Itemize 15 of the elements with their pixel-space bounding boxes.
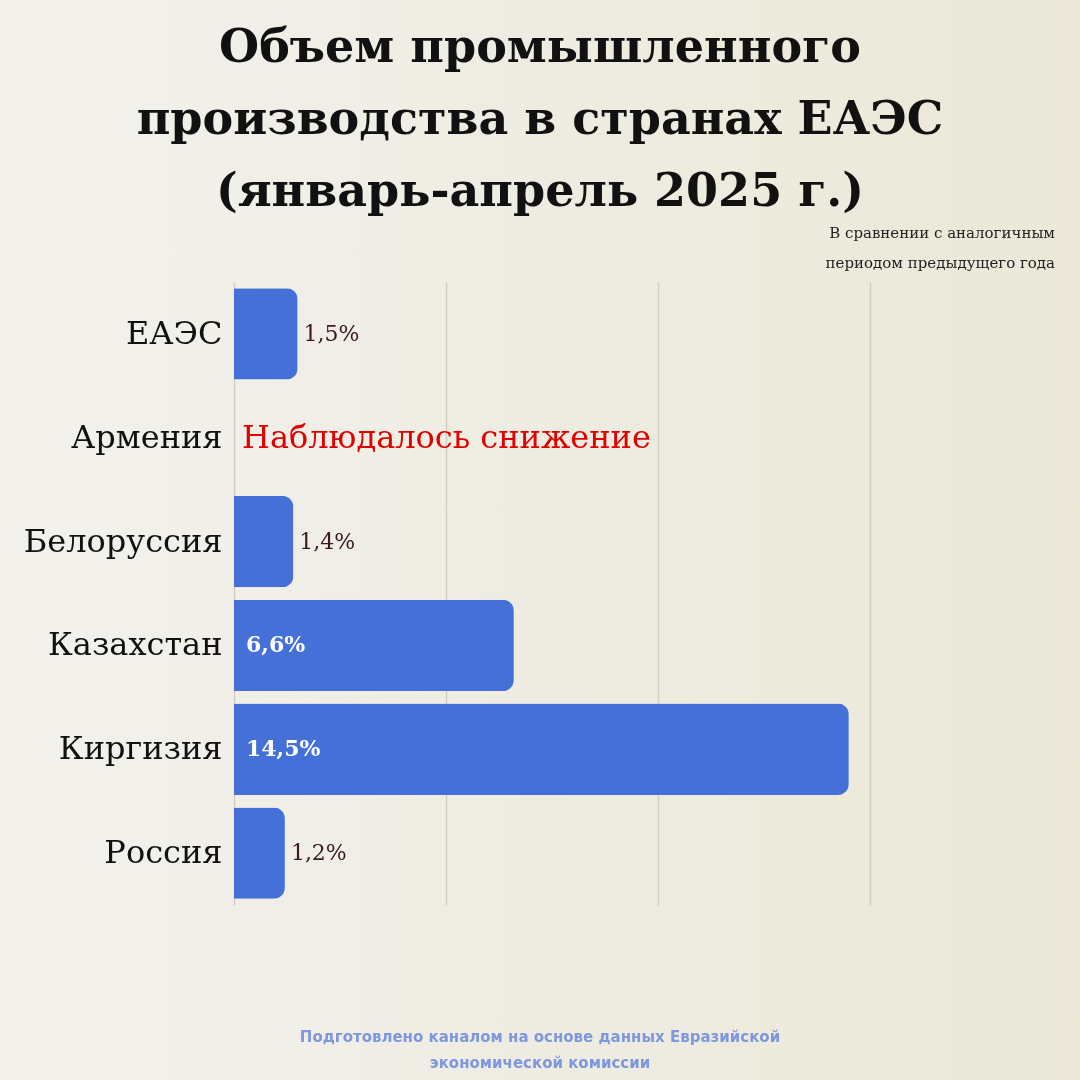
y-tick-label: Киргизия [58,729,223,768]
y-tick-label: Белоруссия [23,521,223,560]
text: Подготовлено каналом на основе данных Евразийской экономической комиссии [299,1028,781,1072]
data-label: 1,4% [299,528,356,554]
y-tick-label: Россия [104,833,223,872]
text: В сравнении с аналогичным периодом предыдущего года [825,224,1056,272]
data-label: 1,5% [303,320,360,346]
y-tick-label: ЕАЭС [125,313,223,352]
data-label: 6,6% [246,631,306,658]
data-label: 14,5% [246,735,321,762]
annotation: Наблюдалось снижение [242,417,651,456]
chart-title: Объем промышленного производства в странах ЕАЭС (январь-апрель 2025 г.) [136,19,944,217]
y-tick-label: Армения [71,417,223,456]
y-tick-label: Казахстан [48,625,223,664]
data-label: 1,2% [290,840,347,866]
